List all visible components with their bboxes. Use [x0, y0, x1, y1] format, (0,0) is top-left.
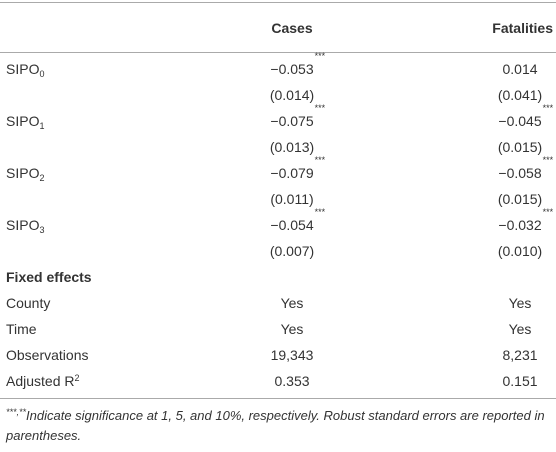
table-cell: −0.075 ***	[270, 103, 326, 130]
table-cell: 0.151	[502, 368, 537, 394]
cell-value: (0.013)	[269, 139, 315, 155]
row-label-text: Adjusted R	[6, 373, 75, 389]
row-label-text: Observations	[6, 347, 89, 363]
table-cell: −0.058 ***	[498, 155, 554, 182]
row-label: Adjusted R2	[6, 368, 80, 394]
table-cell: 0.353	[274, 368, 309, 394]
footnote-text: Indicate significance at 1, 5, and 10%, …	[6, 408, 545, 443]
cell-value: (0.007)	[269, 243, 315, 259]
row-label-text: SIPO	[6, 217, 40, 233]
cell-value: (0.015)	[497, 191, 543, 207]
cell-value: 19,343	[270, 347, 314, 363]
column-header: Fatalities	[492, 15, 553, 41]
table-cell: (0.014)	[270, 82, 314, 108]
footnote-mark: ***,**	[6, 407, 27, 417]
table-cell: Yes	[281, 316, 304, 342]
cell-value: −0.079	[270, 165, 314, 181]
footnote: ***,**Indicate significance at 1, 5, and…	[6, 406, 550, 446]
cell-value: 0.014	[502, 61, 538, 77]
row-label-text: Time	[6, 321, 37, 337]
cell-value: 8,231	[502, 347, 538, 363]
row-label: Time	[6, 316, 37, 342]
row-label: SIPO3	[6, 212, 44, 238]
row-label: County	[6, 290, 50, 316]
bottom-rule	[0, 398, 556, 399]
section-text: Fixed effects	[6, 269, 92, 285]
table-cell: (0.007)	[270, 238, 314, 264]
column-header-text: Cases	[271, 20, 313, 36]
cell-value: −0.032	[498, 217, 542, 233]
cell-value: −0.058	[498, 165, 542, 181]
table-cell: 8,231	[502, 342, 537, 368]
cell-value: −0.075	[270, 113, 314, 129]
row-label: Observations	[6, 342, 88, 368]
row-label-subscript: 1	[39, 121, 45, 131]
cell-value: 0.353	[274, 373, 310, 389]
cell-value: −0.054	[270, 217, 314, 233]
row-label: SIPO2	[6, 160, 44, 186]
table-cell: Yes	[509, 316, 532, 342]
header-rule	[0, 52, 556, 53]
cell-value: Yes	[508, 295, 532, 311]
row-label: SIPO0	[6, 56, 44, 82]
table-cell: −0.054 ***	[270, 207, 326, 234]
row-label-subscript: 2	[39, 173, 45, 183]
column-header: Cases	[271, 15, 312, 41]
row-label-subscript: 0	[39, 69, 45, 79]
cell-value: −0.053	[270, 61, 314, 77]
row-label-text: County	[6, 295, 51, 311]
table-cell: 19,343	[271, 342, 314, 368]
cell-value: Yes	[280, 321, 304, 337]
cell-value: (0.010)	[497, 243, 543, 259]
row-label-text: SIPO	[6, 61, 40, 77]
row-label-text: SIPO	[6, 165, 40, 181]
column-header-text: Fatalities	[492, 20, 553, 36]
cell-value: (0.014)	[269, 87, 315, 103]
table-cell: (0.015)	[498, 186, 542, 212]
row-label: SIPO1	[6, 108, 44, 134]
table-cell: (0.041)	[498, 82, 542, 108]
row-label-superscript: 2	[74, 373, 80, 383]
table-cell: −0.032 ***	[498, 207, 554, 234]
table-cell: Yes	[509, 290, 532, 316]
top-rule	[0, 2, 556, 3]
cell-value: Yes	[508, 321, 532, 337]
row-label-text: SIPO	[6, 113, 40, 129]
row-label-subscript: 3	[39, 225, 45, 235]
cell-value: (0.015)	[497, 139, 543, 155]
table-cell: Yes	[281, 290, 304, 316]
cell-value: Yes	[280, 295, 304, 311]
table-cell: −0.079 ***	[270, 155, 326, 182]
table-cell: (0.013)	[270, 134, 314, 160]
cell-value: −0.045	[498, 113, 542, 129]
table-cell: (0.011)	[270, 186, 313, 212]
cell-value: (0.041)	[497, 87, 543, 103]
table-cell: −0.045 ***	[498, 103, 554, 130]
cell-value: (0.011)	[270, 191, 314, 207]
cell-value: 0.151	[502, 373, 538, 389]
table-cell: (0.010)	[498, 238, 542, 264]
table-cell: 0.014	[502, 56, 537, 82]
table-cell: (0.015)	[498, 134, 542, 160]
table-cell: −0.053 ***	[270, 51, 326, 78]
section-heading: Fixed effects	[6, 264, 92, 290]
